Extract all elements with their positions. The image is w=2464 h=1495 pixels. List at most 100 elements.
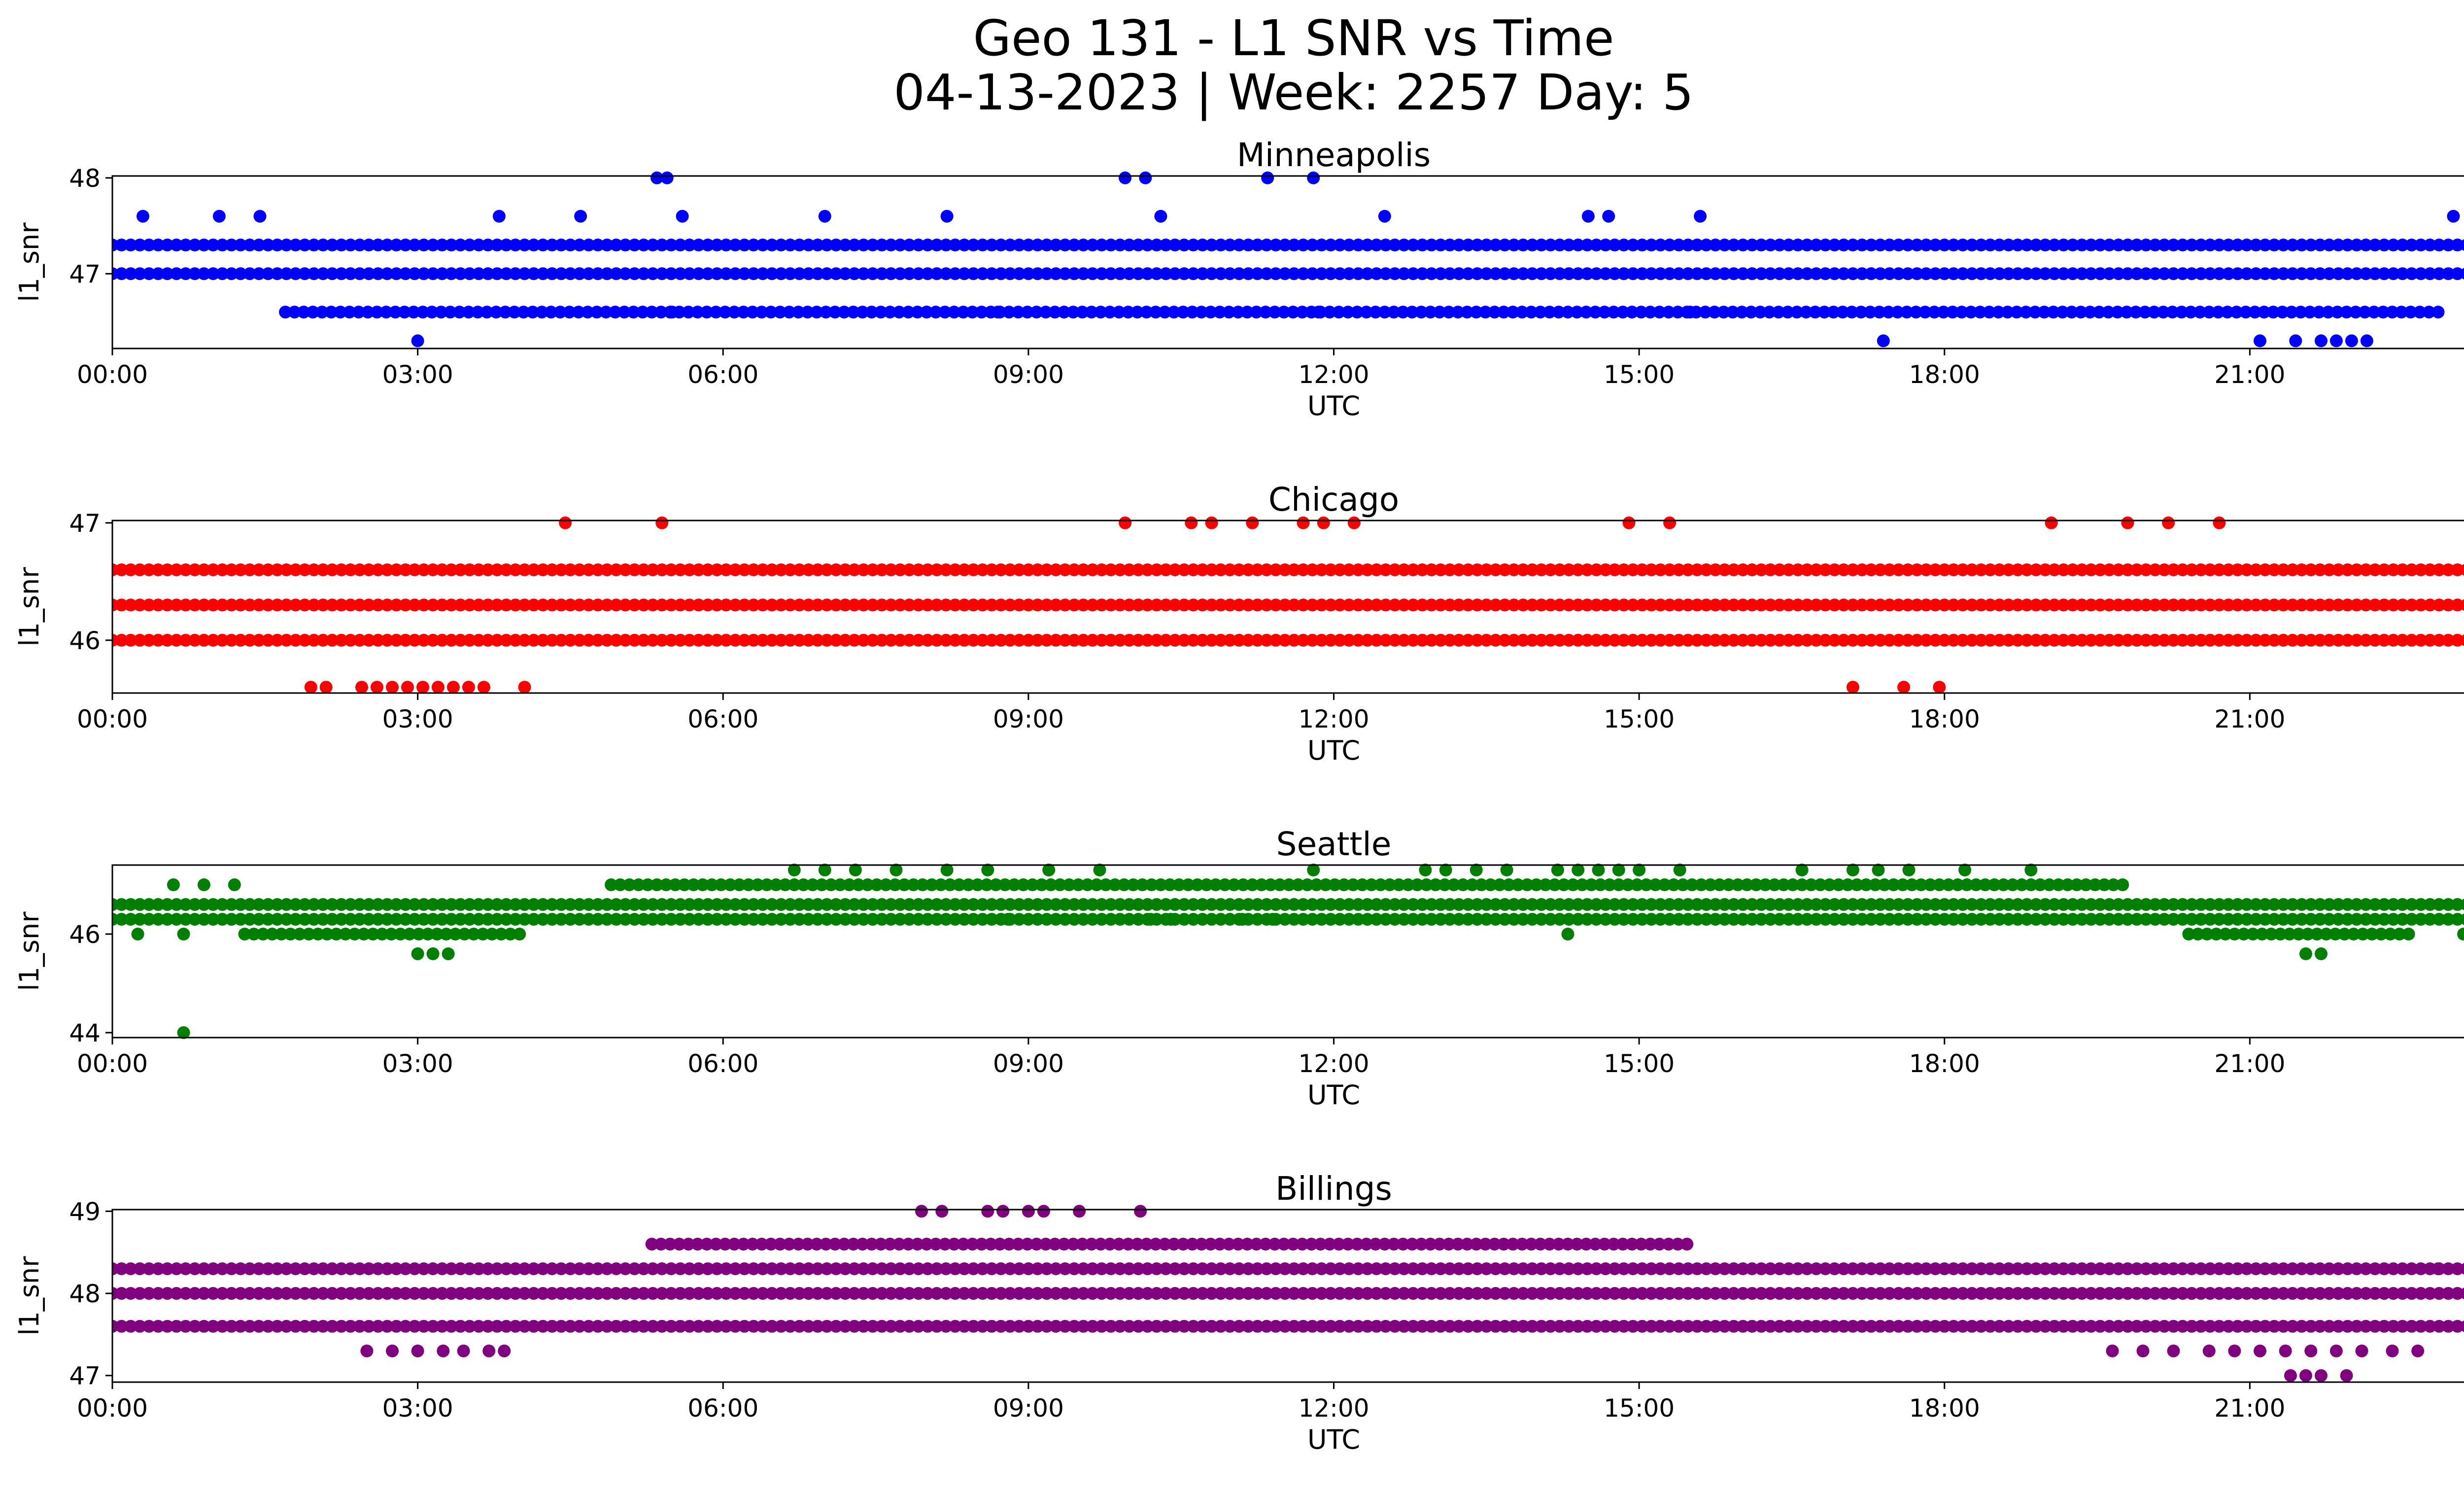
- data-point: [2341, 633, 2354, 647]
- data-point: [1663, 563, 1677, 576]
- data-point: [1617, 1320, 1631, 1333]
- data-point: [308, 267, 320, 280]
- data-point: [1911, 267, 1923, 280]
- data-point: [1846, 563, 1859, 576]
- data-point: [981, 864, 994, 876]
- data-point: [1378, 306, 1391, 319]
- data-point: [1590, 267, 1603, 280]
- data-point: [848, 239, 861, 251]
- data-point: [2130, 563, 2144, 576]
- data-point: [1425, 633, 1438, 647]
- data-point: [1709, 267, 1722, 280]
- data-point: [1956, 267, 1969, 280]
- data-point: [1039, 306, 1052, 319]
- data-point: [225, 1320, 238, 1333]
- data-point: [115, 239, 128, 251]
- data-point: [1296, 1238, 1309, 1251]
- data-point: [1562, 898, 1575, 911]
- data-point: [2167, 267, 2180, 280]
- data-point: [170, 598, 183, 612]
- data-point: [939, 913, 953, 926]
- data-point: [2360, 334, 2373, 348]
- data-point: [2332, 633, 2345, 647]
- data-point: [1306, 898, 1319, 911]
- data-point: [1002, 1238, 1016, 1251]
- data-point: [1131, 898, 1145, 911]
- data-point: [380, 898, 394, 911]
- data-point: [2341, 913, 2354, 926]
- data-point: [637, 1262, 650, 1275]
- data-point: [151, 598, 165, 612]
- data-point: [2378, 1320, 2391, 1333]
- data-point: [1526, 267, 1539, 280]
- data-point: [1306, 239, 1319, 251]
- data-point: [2304, 239, 2318, 251]
- data-point: [1498, 913, 1511, 926]
- data-point: [848, 898, 861, 911]
- data-point: [2103, 898, 2116, 911]
- data-point: [1150, 633, 1164, 647]
- data-point: [2396, 267, 2409, 280]
- data-point: [1352, 1262, 1365, 1275]
- data-point: [921, 563, 934, 576]
- data-point: [655, 898, 669, 911]
- data-point: [1552, 1238, 1565, 1251]
- data-point: [2136, 1344, 2150, 1357]
- data-point: [1929, 239, 1942, 251]
- data-point: [1919, 563, 1933, 576]
- data-point: [784, 898, 797, 911]
- data-point: [518, 267, 531, 280]
- data-point: [399, 598, 412, 612]
- data-point: [1471, 267, 1484, 280]
- data-point: [1745, 563, 1759, 576]
- data-point: [1077, 913, 1090, 926]
- data-point: [1031, 1287, 1044, 1300]
- data-point: [948, 306, 961, 319]
- data-point: [1214, 898, 1228, 911]
- data-point: [1315, 1320, 1328, 1333]
- data-point: [920, 306, 933, 319]
- data-point: [293, 928, 306, 940]
- data-point: [829, 633, 843, 647]
- data-point: [2103, 239, 2116, 251]
- data-point: [1141, 1287, 1154, 1300]
- data-point: [2085, 898, 2098, 911]
- data-point: [957, 306, 970, 319]
- data-point: [133, 1320, 146, 1333]
- data-point: [1837, 913, 1850, 926]
- data-point: [683, 239, 696, 251]
- data-point: [2085, 1287, 2098, 1300]
- data-point: [1277, 1238, 1291, 1251]
- data-point: [636, 306, 650, 319]
- data-point: [1324, 1320, 1337, 1333]
- data-point: [1141, 1320, 1154, 1333]
- data-point: [2185, 913, 2198, 926]
- data-point: [1443, 239, 1456, 251]
- data-point: [967, 1320, 980, 1333]
- data-point: [692, 1287, 705, 1300]
- data-point: [2228, 928, 2241, 940]
- data-point: [1297, 598, 1310, 612]
- data-point: [546, 1287, 559, 1300]
- data-point: [1572, 1262, 1585, 1275]
- data-point: [1058, 306, 1071, 319]
- data-point: [2239, 306, 2253, 319]
- data-point: [729, 1262, 742, 1275]
- data-point: [399, 1320, 412, 1333]
- data-point: [676, 209, 689, 223]
- data-point: [2386, 1344, 2399, 1357]
- data-point: [1159, 633, 1172, 647]
- data-point: [2304, 1287, 2318, 1300]
- data-point: [335, 1262, 348, 1275]
- data-point: [142, 898, 156, 911]
- data-point: [179, 898, 192, 911]
- data-point: [380, 563, 394, 576]
- data-point: [2387, 267, 2400, 280]
- data-point: [1104, 1287, 1118, 1300]
- data-point: [1589, 306, 1602, 319]
- data-point: [509, 633, 522, 647]
- data-point: [1810, 598, 1823, 612]
- data-point: [1572, 633, 1585, 647]
- data-point: [1984, 633, 1997, 647]
- data-point: [212, 209, 226, 223]
